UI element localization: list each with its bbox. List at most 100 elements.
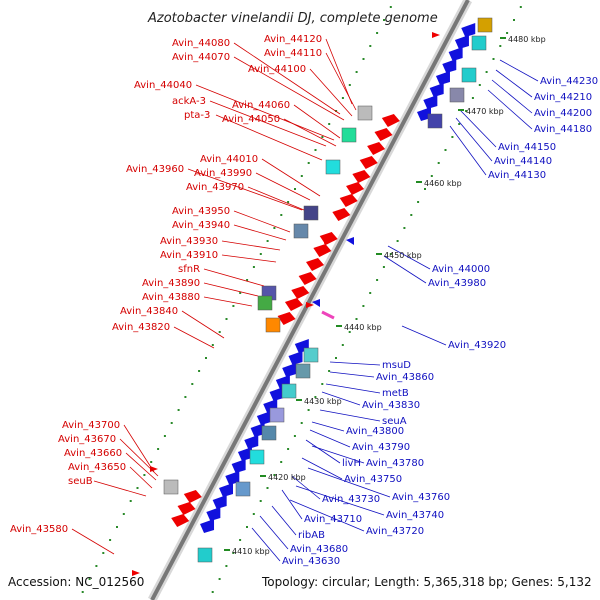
reverse-gene-arrow	[461, 23, 476, 37]
gene-label-left: Avin_44070	[172, 52, 230, 63]
gc-dot	[280, 461, 283, 463]
leader-line-right	[259, 515, 289, 550]
gene-label-left: Avin_43910	[160, 250, 218, 261]
scale-label: 4460 kbp	[424, 179, 462, 188]
gc-dot	[369, 45, 372, 47]
gene-label-left: Avin_43660	[64, 448, 122, 459]
gene-label-left: Avin_44010	[200, 154, 258, 165]
leader-line-left	[221, 240, 281, 251]
gc-dot	[465, 110, 468, 112]
gene-label-left: Avin_43890	[142, 278, 200, 289]
reverse-gene-arrow	[442, 59, 457, 73]
gc-dot	[109, 539, 112, 541]
gc-dot	[205, 357, 207, 359]
gene-label-right: Avin_43740	[386, 510, 444, 521]
forward-gene-arrow	[374, 128, 393, 141]
gene-domain-box	[261, 425, 277, 441]
gene-domain-box	[357, 105, 373, 121]
gene-label-right: Avin_43630	[282, 556, 340, 567]
forward-gene-mark	[132, 570, 140, 576]
gc-dot	[396, 240, 399, 242]
reverse-gene-arrow	[250, 423, 265, 437]
gene-label-right: Avin_44000	[432, 264, 490, 275]
leader-line-right	[301, 457, 343, 480]
leader-line-left	[309, 68, 353, 117]
leader-line-right	[321, 391, 361, 406]
leader-line-right	[305, 439, 341, 464]
reverse-gene-mark	[312, 299, 320, 307]
leader-line-right	[281, 489, 303, 520]
leader-line-right	[499, 59, 539, 82]
gc-dot	[314, 149, 317, 151]
gc-dot	[259, 500, 262, 502]
gene-label-right: Avin_44210	[534, 92, 592, 103]
forward-gene-arrow	[313, 244, 332, 257]
gene-domain-box	[341, 127, 357, 143]
gene-label-right: Avin_43780	[366, 458, 424, 469]
leader-line-left	[187, 168, 303, 211]
reverse-gene-arrow	[218, 483, 233, 497]
gene-domain-box	[163, 479, 179, 495]
gene-domain-box	[461, 67, 477, 83]
leader-line-left	[233, 210, 291, 233]
gc-dot	[157, 448, 160, 450]
gc-dot	[451, 136, 454, 138]
gene-label-left: Avin_43700	[62, 420, 120, 431]
forward-gene-arrow	[352, 170, 371, 183]
gene-domain-box	[197, 547, 213, 563]
gc-dot	[273, 474, 276, 476]
gc-dot	[273, 227, 276, 229]
gc-dot	[471, 97, 474, 99]
gc-dot	[191, 383, 194, 385]
gc-dot	[95, 565, 98, 567]
leader-line-right	[307, 467, 391, 498]
gene-label-left: Avin_43840	[120, 306, 178, 317]
leader-line-left	[181, 310, 225, 339]
gc-dot	[341, 344, 344, 346]
gene-label-right: Avin_43720	[366, 526, 424, 537]
gene-domain-box	[293, 223, 309, 239]
forward-gene-arrow	[367, 142, 386, 155]
gc-dot	[328, 370, 331, 372]
gene-label-left: Avin_43820	[112, 322, 170, 333]
gc-dot	[362, 58, 365, 60]
gc-dot	[232, 552, 235, 554]
gene-label-left: Avin_43930	[160, 236, 218, 247]
leader-line-left	[325, 38, 353, 105]
gc-dot	[348, 331, 351, 333]
leader-line-right	[383, 255, 427, 284]
gc-dot	[170, 422, 173, 424]
gene-domain-box	[449, 87, 465, 103]
reverse-gene-arrow	[288, 351, 303, 365]
gene-label-right: Avin_44180	[534, 124, 592, 135]
reverse-gene-arrow	[269, 387, 284, 401]
leader-line-right	[459, 109, 497, 148]
gene-label-left: Avin_44080	[172, 38, 230, 49]
gene-labels: Avin_44120 Avin_44110 Avin_44080 Avin_44070…	[10, 34, 598, 567]
gc-dot	[300, 422, 303, 424]
gc-dot	[102, 552, 105, 554]
gc-dot	[314, 396, 317, 398]
reverse-gene-arrow	[454, 35, 469, 49]
gc-dot	[116, 526, 118, 528]
reverse-gene-mark	[346, 237, 354, 245]
leader-line-left	[129, 466, 153, 489]
gene-label-left: pta-3	[184, 110, 210, 121]
forward-gene-arrow	[183, 490, 202, 503]
gc-dot	[246, 526, 248, 528]
scale-label: 4480 kbp	[508, 35, 546, 44]
gene-domain-box	[281, 383, 297, 399]
gene-label-left: Avin_44050	[222, 114, 280, 125]
gene-label-left: Avin_43940	[172, 220, 230, 231]
leader-line-right	[455, 117, 493, 162]
gene-label-right: Avin_43860	[376, 372, 434, 383]
gc-dot	[383, 19, 385, 21]
gene-domain-box	[427, 113, 443, 129]
gene-label-right: seuA	[382, 416, 407, 427]
leader-line-left	[247, 186, 305, 211]
gc-dot	[321, 136, 324, 138]
leader-line-right	[309, 429, 351, 448]
reverse-gene-arrow	[256, 411, 271, 425]
gc-dot	[81, 591, 84, 593]
